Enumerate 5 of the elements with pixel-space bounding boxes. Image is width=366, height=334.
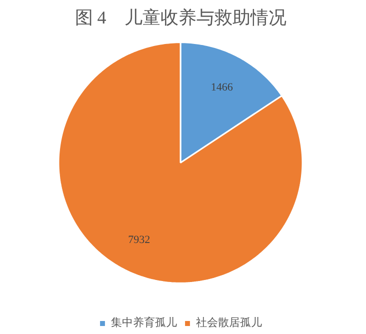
chart-title: 图 4 儿童收养与救助情况 — [74, 8, 286, 28]
data-label: 7932 — [128, 234, 150, 246]
data-label: 1466 — [210, 81, 234, 94]
legend-label: 集中养育孤儿 — [111, 316, 177, 330]
legend-label: 社会散居孤儿 — [196, 316, 262, 330]
